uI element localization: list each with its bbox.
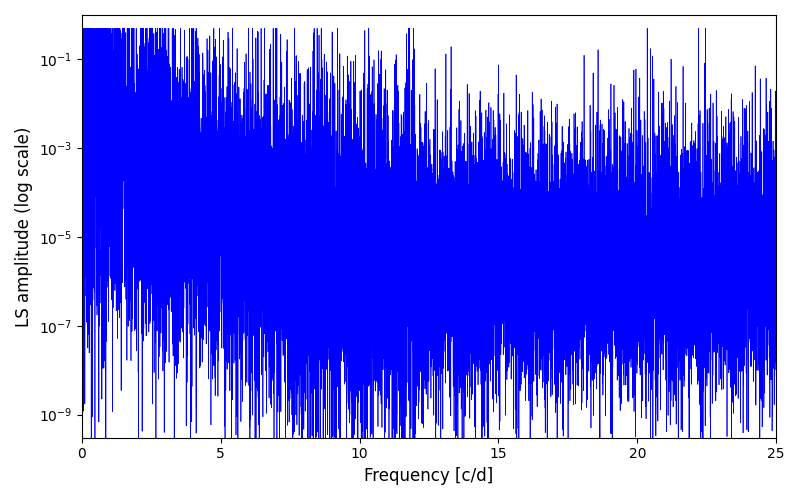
- Y-axis label: LS amplitude (log scale): LS amplitude (log scale): [15, 126, 33, 326]
- X-axis label: Frequency [c/d]: Frequency [c/d]: [364, 467, 494, 485]
